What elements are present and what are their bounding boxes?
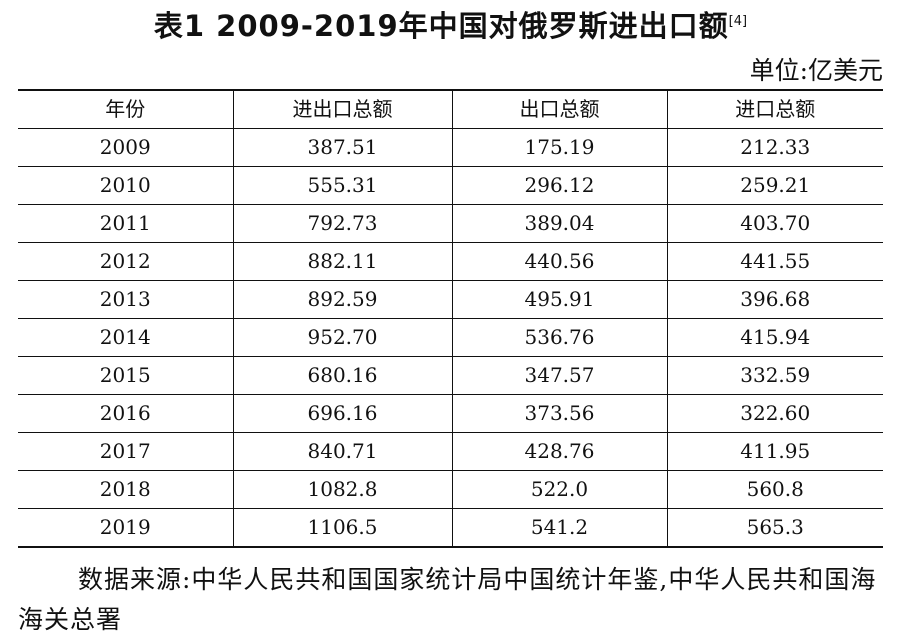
total-cell: 1082.8 xyxy=(233,471,452,509)
import-cell: 403.70 xyxy=(667,205,883,243)
reference-mark: [4] xyxy=(729,14,747,29)
year-cell: 2011 xyxy=(18,205,233,243)
table-row: 2018 1082.8 522.0 560.8 xyxy=(18,471,883,509)
year-cell: 2010 xyxy=(18,167,233,205)
year-cell: 2019 xyxy=(18,509,233,548)
import-cell: 441.55 xyxy=(667,243,883,281)
total-cell: 840.71 xyxy=(233,433,452,471)
import-cell: 565.3 xyxy=(667,509,883,548)
import-cell: 212.33 xyxy=(667,129,883,167)
table-row: 2014 952.70 536.76 415.94 xyxy=(18,319,883,357)
table-row: 2015 680.16 347.57 332.59 xyxy=(18,357,883,395)
year-cell: 2012 xyxy=(18,243,233,281)
column-header-year: 年份 xyxy=(18,90,233,129)
year-cell: 2015 xyxy=(18,357,233,395)
table-title-text: 表1 2009-2019年中国对俄罗斯进出口额 xyxy=(154,9,729,43)
export-cell: 296.12 xyxy=(452,167,667,205)
table-row: 2009 387.51 175.19 212.33 xyxy=(18,129,883,167)
column-header-export: 出口总额 xyxy=(452,90,667,129)
import-cell: 259.21 xyxy=(667,167,883,205)
table-header: 年份 进出口总额 出口总额 进口总额 xyxy=(18,90,883,129)
export-cell: 440.56 xyxy=(452,243,667,281)
export-cell: 522.0 xyxy=(452,471,667,509)
export-cell: 541.2 xyxy=(452,509,667,548)
data-source-note: 数据来源:中华人民共和国国家统计局中国统计年鉴,中华人民共和国海海关总署 xyxy=(18,560,886,640)
year-cell: 2018 xyxy=(18,471,233,509)
import-cell: 415.94 xyxy=(667,319,883,357)
table-row: 2010 555.31 296.12 259.21 xyxy=(18,167,883,205)
import-cell: 322.60 xyxy=(667,395,883,433)
unit-label: 单位:亿美元 xyxy=(750,54,883,88)
total-cell: 387.51 xyxy=(233,129,452,167)
table-row: 2011 792.73 389.04 403.70 xyxy=(18,205,883,243)
year-cell: 2017 xyxy=(18,433,233,471)
export-cell: 347.57 xyxy=(452,357,667,395)
table-body: 2009 387.51 175.19 212.33 2010 555.31 29… xyxy=(18,129,883,548)
total-cell: 792.73 xyxy=(233,205,452,243)
import-cell: 332.59 xyxy=(667,357,883,395)
import-cell: 560.8 xyxy=(667,471,883,509)
total-cell: 892.59 xyxy=(233,281,452,319)
total-cell: 680.16 xyxy=(233,357,452,395)
export-cell: 175.19 xyxy=(452,129,667,167)
total-cell: 952.70 xyxy=(233,319,452,357)
trade-table: 年份 进出口总额 出口总额 进口总额 2009 387.51 175.19 21… xyxy=(18,89,883,548)
table-row: 2017 840.71 428.76 411.95 xyxy=(18,433,883,471)
export-cell: 495.91 xyxy=(452,281,667,319)
table-row: 2019 1106.5 541.2 565.3 xyxy=(18,509,883,548)
total-cell: 882.11 xyxy=(233,243,452,281)
export-cell: 536.76 xyxy=(452,319,667,357)
export-cell: 373.56 xyxy=(452,395,667,433)
table-row: 2016 696.16 373.56 322.60 xyxy=(18,395,883,433)
export-cell: 389.04 xyxy=(452,205,667,243)
import-cell: 411.95 xyxy=(667,433,883,471)
year-cell: 2016 xyxy=(18,395,233,433)
header-row: 年份 进出口总额 出口总额 进口总额 xyxy=(18,90,883,129)
year-cell: 2013 xyxy=(18,281,233,319)
total-cell: 1106.5 xyxy=(233,509,452,548)
import-cell: 396.68 xyxy=(667,281,883,319)
year-cell: 2009 xyxy=(18,129,233,167)
column-header-total: 进出口总额 xyxy=(233,90,452,129)
total-cell: 555.31 xyxy=(233,167,452,205)
table-row: 2012 882.11 440.56 441.55 xyxy=(18,243,883,281)
column-header-import: 进口总额 xyxy=(667,90,883,129)
table-title: 表1 2009-2019年中国对俄罗斯进出口额[4] xyxy=(0,6,901,46)
table-row: 2013 892.59 495.91 396.68 xyxy=(18,281,883,319)
total-cell: 696.16 xyxy=(233,395,452,433)
year-cell: 2014 xyxy=(18,319,233,357)
export-cell: 428.76 xyxy=(452,433,667,471)
